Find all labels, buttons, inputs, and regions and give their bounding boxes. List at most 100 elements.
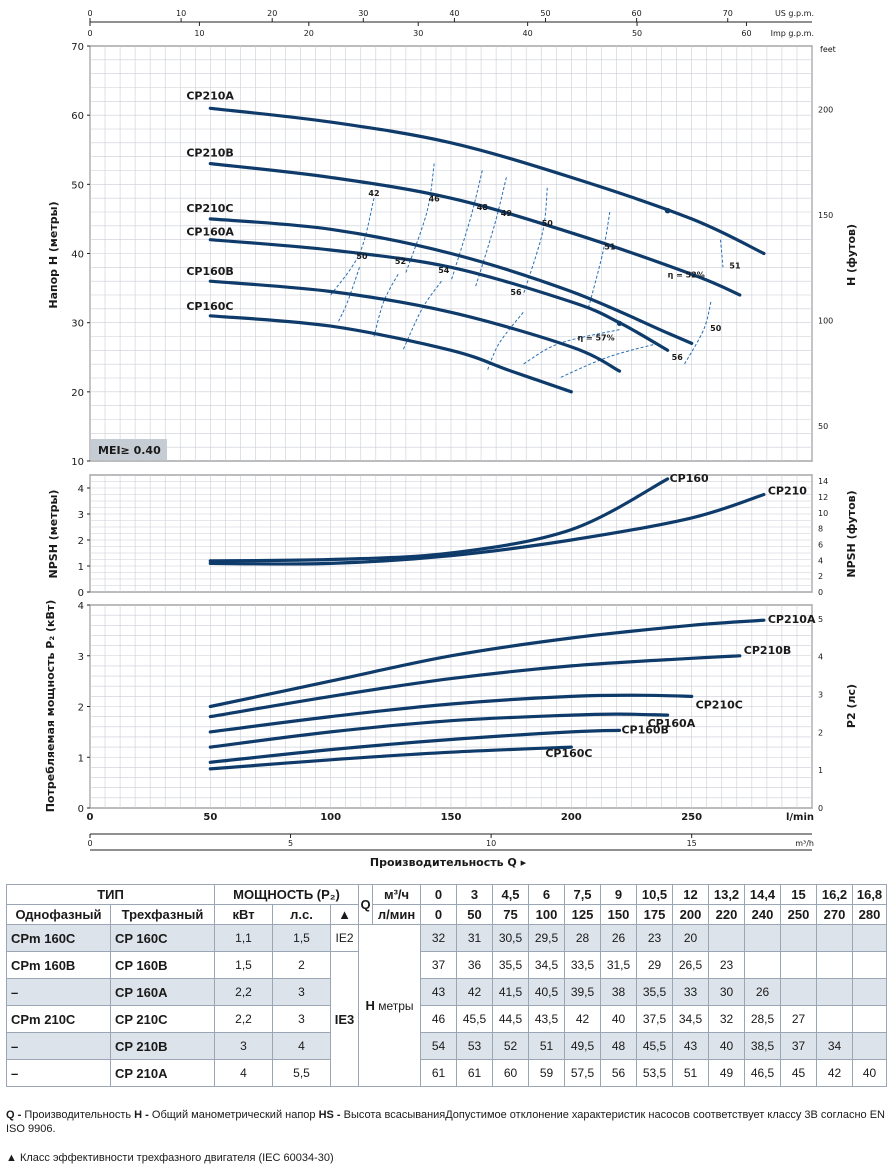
model-single-phase: – [6, 1032, 111, 1060]
y-tick-right-npsh: 0 [818, 588, 823, 597]
head-value: 45,5 [456, 1005, 494, 1033]
q-lmin-value: 50 [456, 904, 494, 925]
head-value: 38 [600, 978, 638, 1006]
x-unit-impgpm: Imp g.p.m. [771, 29, 814, 38]
efficiency-line [683, 301, 712, 365]
power-hp: 1,5 [272, 924, 332, 952]
header-m3h: м³/ч [372, 884, 422, 905]
header-class: ▲ [330, 904, 360, 925]
head-value: 33,5 [564, 951, 602, 979]
curve-power-cp210a [208, 618, 766, 709]
y-tick-right-npsh: 8 [818, 525, 823, 534]
head-value: 46 [420, 1005, 458, 1033]
head-value: 42 [564, 1005, 602, 1033]
curve-head-cp210b [208, 162, 742, 297]
head-value: 34 [816, 1032, 854, 1060]
y-axis-label-npsh-right: NPSH (футов) [845, 490, 858, 577]
head-value: 40,5 [528, 978, 566, 1006]
head-value: 57,5 [564, 1059, 602, 1087]
model-three-phase: CP 210B [109, 1032, 216, 1060]
table-row: CPm 160C CP 160C 1,1 1,5 IE2 H метры 32 31 30,5 2… [6, 924, 888, 1087]
model-three-phase: CP 160C [109, 924, 216, 952]
head-value [780, 924, 818, 952]
head-value: 37 [420, 951, 458, 979]
efficiency-label: 46 [429, 195, 441, 204]
curve-power-cp160c [208, 745, 573, 771]
head-value: 37,5 [636, 1005, 674, 1033]
y-tick-head: 10 [71, 457, 84, 468]
curve-label-head: CP160A [186, 226, 234, 239]
model-three-phase: CP 210A [109, 1059, 216, 1087]
head-value: 23 [708, 951, 746, 979]
y-axis-label-power: Потребляемая мощность P₂ (кВт) [44, 600, 57, 813]
y-tick-head: 70 [71, 42, 84, 53]
x-tick-usgpm: 0 [87, 9, 92, 18]
y-axis-label-npsh: NPSH (метры) [47, 490, 60, 579]
power-kw: 1,1 [214, 924, 274, 952]
power-kw: 2,2 [214, 1005, 274, 1033]
y-tick-right-npsh: 14 [818, 477, 828, 486]
head-value: 32 [708, 1005, 746, 1033]
y-axis-label-head: Напор H (метры) [47, 201, 60, 308]
model-single-phase: – [6, 978, 111, 1006]
efficiency-label: 49 [501, 209, 513, 218]
efficiency-line [404, 163, 435, 275]
model-three-phase: CP 160B [109, 951, 216, 979]
head-value: 32 [420, 924, 458, 952]
power-hp: 4 [272, 1032, 332, 1060]
head-value [852, 978, 888, 1006]
head-value: 52 [492, 1032, 530, 1060]
head-value: 60 [492, 1059, 530, 1087]
head-value: 39,5 [564, 978, 602, 1006]
head-value: 45 [780, 1059, 818, 1087]
head-value: 28 [564, 924, 602, 952]
y-tick-right-head: 200 [818, 106, 833, 115]
efficiency-line [337, 267, 360, 323]
x-tick-impgpm: 30 [413, 29, 423, 38]
y-tick-head: 20 [71, 388, 84, 399]
y-tick-right-power: 4 [818, 653, 823, 662]
head-value: 53,5 [636, 1059, 674, 1087]
y-tick-right-power: 3 [818, 690, 823, 699]
curve-label-npsh: CP210 [768, 485, 807, 498]
model-three-phase: CP 160A [109, 978, 216, 1006]
curve-label-head: CP160C [186, 300, 233, 313]
curve-label-npsh: CP160 [670, 472, 709, 485]
x-tick-impgpm: 50 [632, 29, 642, 38]
pump-performance-chart: 10203040506070012340123450100150200feet0… [44, 9, 858, 869]
best-efficiency-point [664, 207, 671, 214]
q-lmin-value: 100 [528, 904, 566, 925]
q-m3h-value: 16,8 [852, 884, 888, 905]
head-value: 33 [672, 978, 710, 1006]
x-tick-m3h: 15 [687, 839, 697, 848]
efficiency-label: 54 [438, 266, 450, 275]
efficiency-label: 50 [542, 219, 554, 228]
efficiency-line [474, 177, 507, 289]
x-tick-m3h: 10 [486, 839, 496, 848]
head-value: 61 [420, 1059, 458, 1087]
y-tick-right-power: 5 [818, 615, 823, 624]
x-tick-usgpm: 10 [176, 9, 186, 18]
y-tick-npsh: 4 [78, 484, 84, 495]
y-tick-right-power: 1 [818, 766, 823, 775]
head-value: 45,5 [636, 1032, 674, 1060]
q-m3h-value: 6 [528, 884, 566, 905]
y-axis-label-head-right: H (футов) [845, 224, 858, 286]
y-tick-right-npsh: 4 [818, 556, 823, 565]
head-value [780, 978, 818, 1006]
x-unit-lmin: l/min [786, 812, 814, 823]
head-value: 29,5 [528, 924, 566, 952]
curve-power-cp160a [208, 712, 670, 749]
mei-badge: MEI≥ 0.40 [98, 444, 161, 457]
efficiency-label: 48 [477, 203, 489, 212]
x-tick-lmin: 50 [203, 812, 217, 823]
x-tick-lmin: 100 [320, 812, 341, 823]
y-tick-right-head: 100 [818, 316, 833, 325]
curve-power-cp160b [208, 728, 622, 764]
y-tick-power: 0 [78, 804, 84, 815]
curve-label-power: CP160A [648, 717, 696, 730]
efficiency-line [587, 211, 611, 309]
curve-label-head: CP210A [186, 89, 234, 102]
power-hp: 3 [272, 1005, 332, 1033]
y-tick-right-power: 0 [818, 804, 823, 813]
